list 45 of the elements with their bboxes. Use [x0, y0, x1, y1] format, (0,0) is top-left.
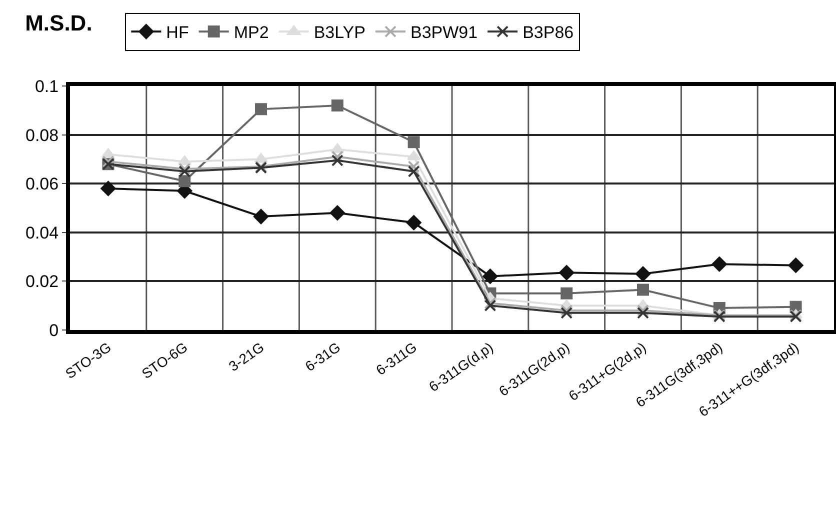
point — [102, 156, 114, 168]
point — [712, 256, 727, 272]
point — [560, 306, 573, 319]
point — [331, 154, 344, 166]
chart-title: M.S.D. — [25, 10, 92, 36]
y-tick-label: 0.08 — [26, 126, 59, 145]
point — [484, 297, 496, 310]
point — [408, 165, 420, 178]
point — [560, 287, 573, 300]
point — [406, 215, 422, 230]
point — [178, 162, 191, 175]
point — [100, 180, 116, 196]
point — [482, 268, 498, 284]
y-tick-label: 0.1 — [34, 76, 59, 96]
point — [178, 175, 191, 188]
point — [254, 153, 268, 163]
point — [407, 150, 421, 160]
legend-label: B3PW91 — [410, 23, 478, 42]
legend-label: B3P86 — [522, 23, 574, 42]
legend-label: B3LYP — [314, 23, 366, 42]
point — [637, 284, 649, 296]
point — [330, 143, 344, 153]
point — [331, 100, 344, 112]
point — [788, 258, 804, 273]
point — [330, 205, 345, 220]
point — [559, 265, 574, 280]
y-tick-label: 0.02 — [26, 272, 59, 292]
point — [484, 300, 496, 312]
point — [408, 160, 420, 173]
point — [101, 148, 115, 158]
y-tick-label: 0.06 — [26, 174, 59, 194]
point — [408, 136, 420, 148]
legend-label: HF — [166, 23, 189, 42]
point — [254, 209, 268, 224]
point — [255, 103, 267, 116]
point — [331, 150, 344, 163]
legend-label: MP2 — [234, 23, 269, 42]
point — [637, 306, 649, 319]
y-tick-label: 0 — [49, 320, 59, 340]
point — [637, 304, 649, 316]
point — [178, 156, 192, 166]
point — [178, 165, 191, 178]
y-tick-label: 0.04 — [26, 223, 59, 242]
point — [560, 304, 573, 316]
point — [636, 266, 650, 282]
